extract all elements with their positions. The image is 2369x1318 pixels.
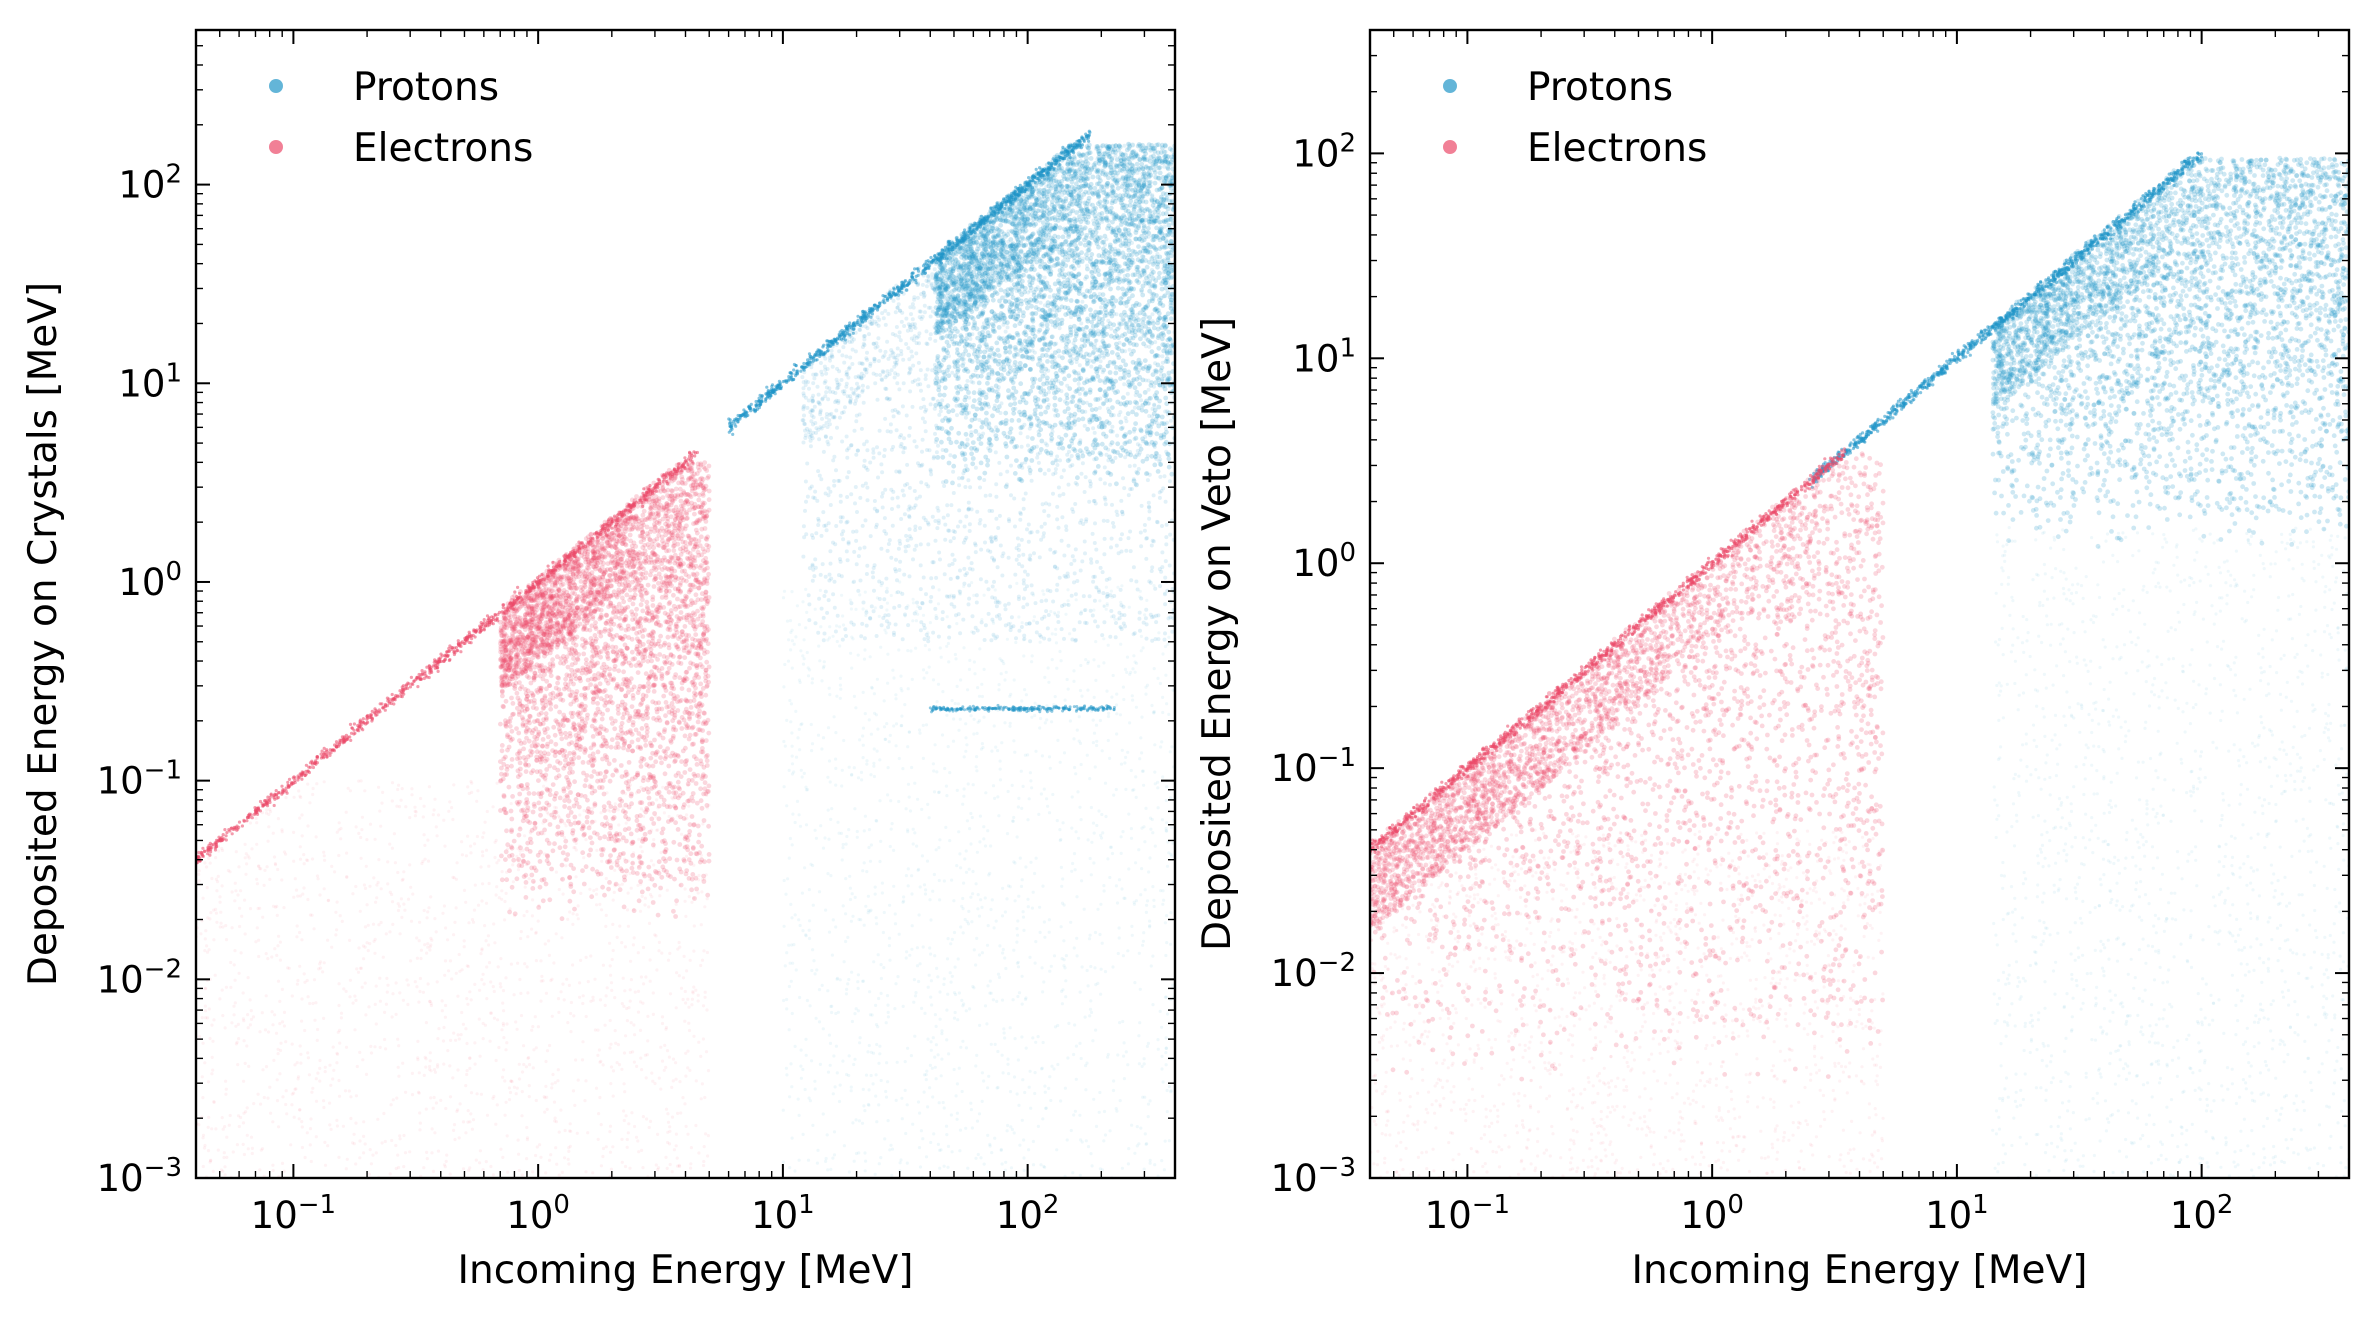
crystals-panel: 10−1 100 101 102 10−3 10−2 10−1 100 101 102 Proto… <box>21 28 1177 1293</box>
legend-label-electrons: Electrons <box>353 126 533 171</box>
region-dense-core <box>1370 451 1886 1082</box>
series-electrons <box>1370 447 1886 1178</box>
x-tick-label: 10−1 <box>1425 1190 1510 1237</box>
legend-label-protons: Protons <box>353 65 499 110</box>
x-tick-label: 100 <box>506 1190 570 1237</box>
y-tick-label: 100 <box>118 557 182 604</box>
y-axis-label: Deposited Energy on Crystals [MeV] <box>21 282 66 986</box>
region-diagonal-band <box>1370 447 1847 855</box>
legend-marker-protons <box>269 79 283 93</box>
y-tick-label: 10−3 <box>1271 1153 1356 1200</box>
y-tick-label: 10−2 <box>97 954 182 1001</box>
x-tick-label: 102 <box>996 1190 1060 1237</box>
legend-label-protons: Protons <box>1527 65 1673 110</box>
y-tick-label: 101 <box>118 358 182 405</box>
region-diagonal-band <box>727 129 1092 436</box>
region-cloud <box>800 142 1175 644</box>
x-tick-label: 101 <box>1925 1190 1989 1237</box>
region-sparse-halo <box>781 580 1175 1178</box>
legend-label-electrons: Electrons <box>1527 126 1707 171</box>
y-tick-label: 100 <box>1292 538 1356 585</box>
series-protons <box>727 129 1175 1178</box>
x-axis-label: Incoming Energy [MeV] <box>1632 1248 2088 1293</box>
region-dense-core <box>497 460 712 922</box>
x-tick-label: 102 <box>2170 1190 2234 1237</box>
y-tick-label: 10−1 <box>97 756 182 803</box>
region-diagonal-band <box>196 450 700 865</box>
legend-marker-electrons <box>1443 140 1457 154</box>
scatter-points <box>1370 151 2349 1178</box>
legend-marker-electrons <box>269 140 283 154</box>
y-axis-label: Deposited Energy on Veto [MeV] <box>1195 317 1240 951</box>
y-tick-label: 102 <box>118 160 182 207</box>
x-tick-label: 100 <box>1680 1190 1744 1237</box>
x-tick-label: 10−1 <box>251 1190 336 1237</box>
region-sparse-halo <box>1991 526 2349 1178</box>
legend-marker-protons <box>1443 79 1457 93</box>
y-tick-label: 102 <box>1292 128 1356 175</box>
region-horizontal-line <box>928 703 1116 714</box>
y-tick-label: 101 <box>1292 333 1356 380</box>
legend: Protons Electrons <box>269 65 533 171</box>
veto-panel: 10−1 100 101 102 10−3 10−2 10−1 100 101 102 Proto… <box>1195 28 2351 1293</box>
region-dense-core <box>933 141 1175 489</box>
x-axis-label: Incoming Energy [MeV] <box>458 1248 914 1293</box>
y-tick-label: 10−3 <box>97 1153 182 1200</box>
axis-ticks: 10−1 100 101 102 10−3 10−2 10−1 100 101 102 <box>1271 29 2350 1237</box>
region-sparse-halo <box>196 779 711 1178</box>
region-dense-core <box>1990 155 2349 549</box>
series-electrons <box>196 450 712 1178</box>
y-tick-label: 10−2 <box>1271 948 1356 995</box>
scatter-points <box>196 129 1175 1178</box>
axis-ticks: 10−1 100 101 102 10−3 10−2 10−1 100 101 102 <box>97 29 1176 1237</box>
legend: Protons Electrons <box>1443 65 1707 171</box>
x-tick-label: 101 <box>751 1190 815 1237</box>
y-tick-label: 10−1 <box>1271 743 1356 790</box>
region-sparse-halo <box>1370 828 1885 1178</box>
series-protons <box>1808 151 2349 1178</box>
